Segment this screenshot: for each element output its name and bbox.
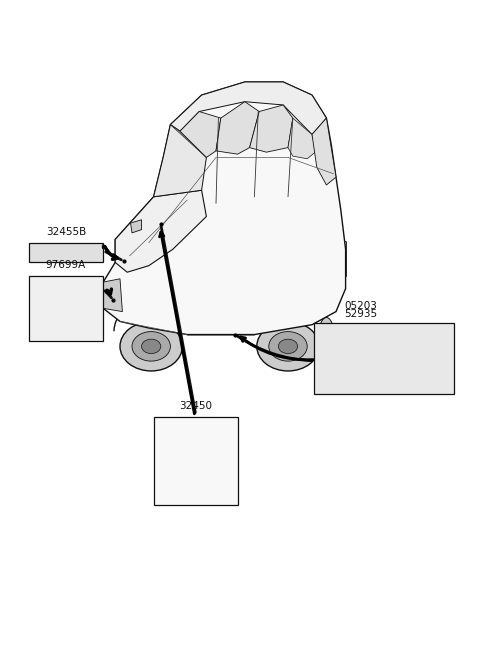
- Ellipse shape: [319, 318, 334, 354]
- Bar: [154, 417, 238, 505]
- FancyBboxPatch shape: [239, 236, 255, 245]
- Polygon shape: [250, 105, 293, 152]
- Polygon shape: [170, 82, 326, 134]
- Text: 05203: 05203: [344, 301, 377, 311]
- Polygon shape: [312, 118, 336, 185]
- Ellipse shape: [257, 321, 319, 371]
- Polygon shape: [180, 112, 221, 157]
- Ellipse shape: [98, 289, 120, 308]
- Polygon shape: [103, 82, 346, 335]
- Bar: [29, 243, 103, 262]
- Text: 32450: 32450: [179, 401, 212, 411]
- Polygon shape: [216, 102, 259, 154]
- Text: 52935: 52935: [344, 310, 377, 319]
- FancyBboxPatch shape: [337, 241, 347, 277]
- Ellipse shape: [142, 339, 161, 354]
- Ellipse shape: [120, 321, 182, 371]
- Polygon shape: [154, 125, 206, 197]
- Text: 32455B: 32455B: [46, 228, 86, 237]
- FancyBboxPatch shape: [179, 235, 195, 244]
- Polygon shape: [103, 279, 122, 312]
- Ellipse shape: [269, 332, 307, 361]
- Polygon shape: [131, 220, 142, 233]
- Polygon shape: [288, 118, 317, 159]
- Ellipse shape: [278, 339, 298, 354]
- Bar: [314, 323, 454, 394]
- Polygon shape: [115, 190, 206, 272]
- Ellipse shape: [132, 332, 170, 361]
- Text: 97699A: 97699A: [46, 260, 86, 270]
- Bar: [29, 276, 103, 341]
